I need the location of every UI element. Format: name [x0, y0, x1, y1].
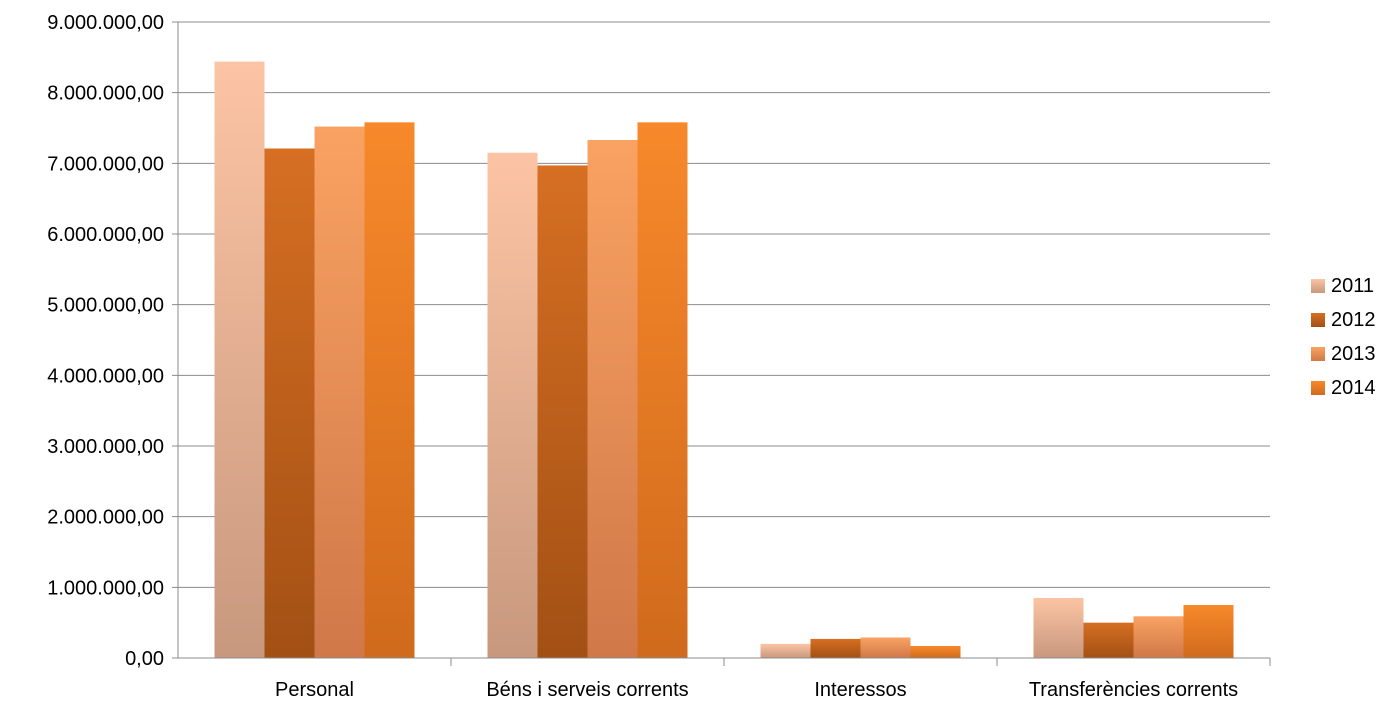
legend-swatch	[1311, 313, 1325, 327]
y-tick-label: 6.000.000,00	[47, 224, 164, 246]
bar-2012-3	[1083, 622, 1134, 658]
bar-2011-0	[214, 61, 265, 658]
y-tick-label: 3.000.000,00	[47, 436, 164, 458]
legend-label: 2012	[1331, 309, 1376, 331]
bar-2013-1	[587, 140, 638, 659]
bar-2011-1	[487, 152, 538, 658]
bar-2013-2	[860, 637, 911, 658]
legend-swatch	[1311, 347, 1325, 361]
y-tick-label: 4.000.000,00	[47, 365, 164, 387]
bar-2013-0	[314, 126, 365, 658]
axes	[177, 22, 1271, 666]
legend: 2011 2012 2013 2014	[1311, 275, 1376, 399]
y-tick-label: 9.000.000,00	[47, 12, 164, 34]
x-tick-label: Personal	[275, 679, 354, 701]
legend-label: 2013	[1331, 343, 1376, 365]
legend-label: 2014	[1331, 377, 1376, 399]
x-tick-labels: Personal Béns i serveis corrents Interesso…	[275, 679, 1238, 701]
y-tick-labels: 0,00 1.000.000,00 2.000.000,00 3.000.000,00…	[47, 12, 164, 670]
legend-swatch	[1311, 279, 1325, 293]
y-tick-label: 8.000.000,00	[47, 83, 164, 105]
y-tick-label: 5.000.000,00	[47, 295, 164, 317]
x-tick-label: Interessos	[814, 679, 906, 701]
y-tick-label: 7.000.000,00	[47, 153, 164, 175]
y-tick-label: 2.000.000,00	[47, 507, 164, 529]
bar-2011-2	[760, 643, 811, 658]
bar-2014-0	[364, 122, 415, 658]
legend-label: 2011	[1331, 275, 1374, 297]
x-tick-label: Béns i serveis corrents	[486, 679, 688, 701]
bars	[214, 61, 1234, 659]
bar-2012-2	[810, 638, 861, 658]
bar-2014-2	[910, 645, 961, 658]
bar-2013-3	[1133, 616, 1184, 658]
bar-2014-1	[637, 122, 688, 658]
y-tick-label: 0,00	[125, 648, 164, 670]
bar-2014-3	[1183, 605, 1234, 658]
legend-swatch	[1311, 381, 1325, 395]
x-tick-label: Transferències corrents	[1029, 679, 1238, 701]
y-tick-label: 1.000.000,00	[47, 577, 164, 599]
bar-2012-1	[537, 165, 588, 658]
bar-2012-0	[264, 148, 315, 658]
bar-2011-3	[1033, 597, 1084, 658]
